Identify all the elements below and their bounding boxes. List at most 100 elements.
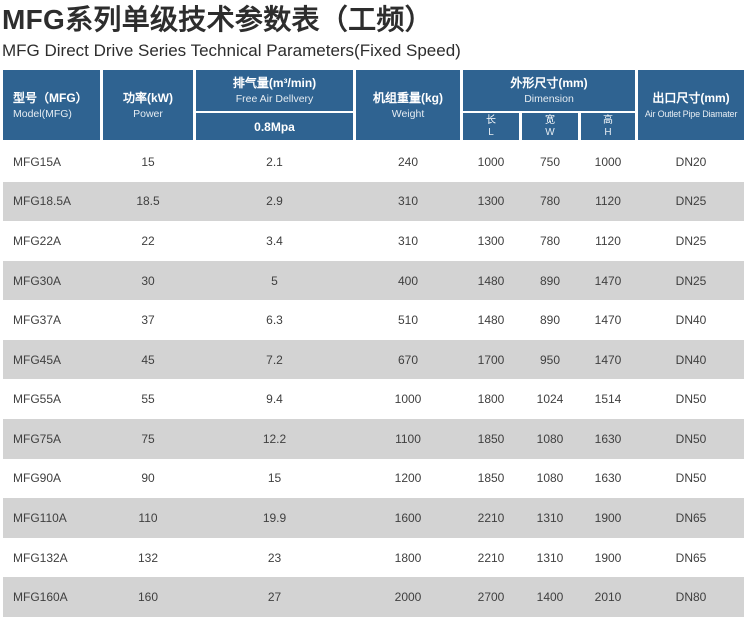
header-dimension-en: Dimension xyxy=(524,93,574,105)
header-dimension-subcolumns: 长 L 宽 W 高 H xyxy=(463,113,635,140)
cell-height: 1470 xyxy=(594,273,622,288)
cell-power: 90 xyxy=(141,471,155,486)
table-row: MFG160A 160 27 2000 2700 1400 2010 DN80 xyxy=(3,577,744,617)
parameters-table: 型号（MFG） Model(MFG) 功率(kW) Power 排气量(m³/m… xyxy=(3,70,744,617)
header-model: 型号（MFG） Model(MFG) xyxy=(3,70,100,140)
cell-model: MFG45A xyxy=(13,352,62,367)
cell-weight: 670 xyxy=(397,352,419,367)
header-dimension-cn: 外形尺寸(mm) xyxy=(510,76,588,90)
cell-power: 22 xyxy=(141,233,155,248)
header-length-en: L xyxy=(488,127,494,138)
table-row: MFG45A 45 7.2 670 1700 950 1470 DN40 xyxy=(3,339,744,380)
cell-width: 890 xyxy=(539,313,561,328)
cell-width: 780 xyxy=(539,233,561,248)
cell-outlet-diameter: DN20 xyxy=(675,154,707,169)
cell-free-air-delivery: 3.4 xyxy=(266,233,283,248)
table-row: MFG22A 22 3.4 310 1300 780 1120 DN25 xyxy=(3,221,744,261)
cell-weight: 1800 xyxy=(394,550,422,565)
cell-height: 1900 xyxy=(594,550,622,565)
cell-weight: 240 xyxy=(397,154,419,169)
cell-weight: 1600 xyxy=(394,510,422,525)
header-length-cn: 长 xyxy=(486,115,496,126)
header-model-cn: 型号（MFG） xyxy=(13,90,88,105)
header-weight: 机组重量(kg) Weight xyxy=(356,70,460,140)
cell-weight: 1100 xyxy=(395,431,421,446)
cell-model: MFG110A xyxy=(13,510,67,525)
header-fad-pressure: 0.8Mpa xyxy=(196,113,353,140)
header-height-cn: 高 xyxy=(603,115,613,126)
cell-length: 1000 xyxy=(477,154,505,169)
cell-length: 2210 xyxy=(477,550,505,565)
table-row: MFG75A 75 12.2 1100 1850 1080 1630 DN50 xyxy=(3,419,744,459)
cell-free-air-delivery: 7.2 xyxy=(266,352,283,367)
header-dimension: 外形尺寸(mm) Dimension 长 L 宽 W 高 H xyxy=(463,70,635,140)
cell-power: 55 xyxy=(141,392,155,407)
cell-free-air-delivery: 19.9 xyxy=(262,510,287,525)
header-power: 功率(kW) Power xyxy=(103,70,193,140)
table-body: MFG15A 15 2.1 240 1000 750 1000 DN20 MFG18.5A 18.… xyxy=(3,142,744,617)
cell-height: 1470 xyxy=(594,352,622,367)
header-dimension-length: 长 L xyxy=(463,113,519,140)
header-fad-pressure-label: 0.8Mpa xyxy=(254,119,295,134)
cell-length: 1800 xyxy=(477,392,505,407)
cell-free-air-delivery: 12.2 xyxy=(262,431,287,446)
header-dimension-height: 高 H xyxy=(581,113,635,140)
cell-height: 1630 xyxy=(594,431,622,446)
cell-power: 37 xyxy=(141,313,155,328)
cell-height: 1120 xyxy=(595,233,621,248)
cell-weight: 2000 xyxy=(394,590,422,605)
cell-model: MFG37A xyxy=(13,313,62,328)
cell-model: MFG90A xyxy=(13,471,62,486)
cell-outlet-diameter: DN25 xyxy=(675,233,707,248)
header-outlet-en: Air Outlet Pipe Diamater xyxy=(644,108,738,119)
table-row: MFG132A 132 23 1800 2210 1310 1900 DN65 xyxy=(3,537,744,578)
cell-weight: 310 xyxy=(397,194,419,209)
cell-height: 1514 xyxy=(594,392,622,407)
header-height-en: H xyxy=(604,127,612,138)
header-fad-cn: 排气量(m³/min) xyxy=(232,76,317,90)
cell-power: 18.5 xyxy=(136,194,160,209)
cell-width: 1024 xyxy=(536,392,564,407)
cell-power: 45 xyxy=(141,352,155,367)
cell-model: MFG22A xyxy=(13,233,62,248)
table-row: MFG18.5A 18.5 2.9 310 1300 780 1120 DN25 xyxy=(3,181,744,222)
header-width-en: W xyxy=(545,127,555,138)
cell-outlet-diameter: DN50 xyxy=(675,471,707,486)
cell-weight: 310 xyxy=(397,233,419,248)
cell-width: 1080 xyxy=(536,431,564,446)
cell-height: 1000 xyxy=(594,154,622,169)
table-row: MFG15A 15 2.1 240 1000 750 1000 DN20 xyxy=(3,142,744,182)
cell-length: 1700 xyxy=(477,352,505,367)
header-fad-en: Free Air Dellvery xyxy=(235,93,314,105)
cell-model: MFG30A xyxy=(13,273,62,288)
header-power-en: Power xyxy=(133,107,163,120)
table-row: MFG55A 55 9.4 1000 1800 1024 1514 DN50 xyxy=(3,379,744,420)
header-fad-main: 排气量(m³/min) Free Air Dellvery xyxy=(196,70,353,111)
header-weight-cn: 机组重量(kg) xyxy=(373,90,443,105)
header-width-cn: 宽 xyxy=(545,115,555,126)
cell-width: 750 xyxy=(539,154,561,169)
cell-free-air-delivery: 27 xyxy=(267,590,282,605)
cell-weight: 1200 xyxy=(394,471,422,486)
cell-model: MFG160A xyxy=(13,590,68,605)
cell-outlet-diameter: DN25 xyxy=(675,194,707,209)
cell-free-air-delivery: 23 xyxy=(267,550,282,565)
header-dimension-main: 外形尺寸(mm) Dimension xyxy=(463,70,635,111)
cell-outlet-diameter: DN50 xyxy=(675,392,707,407)
cell-width: 1310 xyxy=(536,510,564,525)
cell-model: MFG55A xyxy=(13,392,62,407)
cell-height: 2010 xyxy=(594,590,622,605)
cell-height: 1120 xyxy=(595,194,621,209)
cell-outlet-diameter: DN65 xyxy=(675,510,707,525)
cell-weight: 1000 xyxy=(394,392,422,407)
cell-free-air-delivery: 5 xyxy=(271,273,278,288)
cell-power: 75 xyxy=(141,431,155,446)
cell-power: 110 xyxy=(138,510,158,525)
header-power-cn: 功率(kW) xyxy=(123,90,173,105)
cell-outlet-diameter: DN50 xyxy=(675,431,707,446)
cell-outlet-diameter: DN80 xyxy=(675,590,707,605)
table-row: MFG110A 110 19.9 1600 2210 1310 1900 DN65 xyxy=(3,498,744,538)
cell-length: 2700 xyxy=(477,590,505,605)
cell-width: 890 xyxy=(539,273,561,288)
cell-free-air-delivery: 6.3 xyxy=(266,313,283,328)
